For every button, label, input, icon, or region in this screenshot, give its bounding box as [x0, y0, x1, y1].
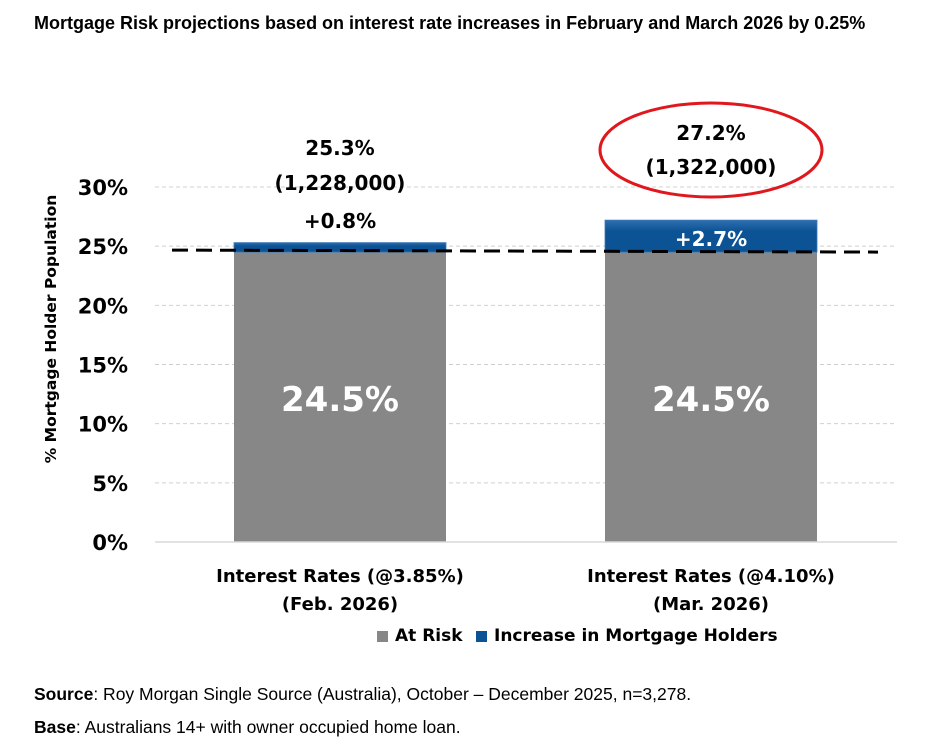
bars	[233, 219, 818, 543]
x-tick-label: Interest Rates (@3.85%)	[216, 566, 464, 587]
legend-item-at-risk: At Risk	[377, 626, 463, 646]
reference-dashed-line	[171, 248, 879, 254]
total-count-label: (1,322,000)	[646, 155, 777, 179]
bar-label-increase: +2.7%	[675, 227, 747, 251]
bar-label-at-risk: 24.5%	[652, 380, 770, 420]
total-count-label: (1,228,000)	[275, 171, 406, 195]
base-text: : Australians 14+ with owner occupied ho…	[75, 717, 461, 737]
legend-swatch-increase	[476, 630, 487, 642]
x-tick-label: Interest Rates (@4.10%)	[587, 566, 835, 587]
source-label: Source	[34, 684, 94, 704]
legend-swatch-at-risk	[377, 630, 388, 642]
x-tick-label: (Feb. 2026)	[282, 594, 398, 615]
page-title: Mortgage Risk projections based on inter…	[34, 13, 866, 33]
bar-at-risk	[605, 252, 817, 543]
data-labels: 24.5% +0.8% 25.3% (1,228,000) 24.5% +2.7% 27.2…	[275, 121, 777, 420]
legend-label-at-risk: At Risk	[395, 626, 463, 646]
base-note: Base: Australians 14+ with owner occupie…	[34, 716, 461, 738]
y-tick-label: 25%	[78, 235, 128, 259]
legend-item-increase: Increase in Mortgage Holders	[476, 626, 778, 646]
bar-label-increase: +0.8%	[304, 209, 376, 233]
total-label: 25.3%	[305, 136, 374, 160]
source-text: : Roy Morgan Single Source (Australia), …	[93, 684, 692, 704]
y-tick-label: 10%	[78, 413, 128, 437]
y-tick-label: 20%	[78, 294, 128, 318]
y-tick-label: 0%	[92, 531, 128, 555]
highlight-ellipse	[598, 101, 824, 199]
total-label: 27.2%	[676, 121, 745, 145]
source-note: Source: Roy Morgan Single Source (Austra…	[34, 683, 691, 705]
bar-increase	[604, 219, 818, 253]
y-tick-label: 30%	[78, 176, 128, 200]
y-axis-label: % Mortgage Holder Population	[42, 195, 60, 464]
x-axis-labels: Interest Rates (@3.85%) (Feb. 2026) Intere…	[216, 566, 835, 615]
legend: At Risk Increase in Mortgage Holders	[0, 626, 949, 650]
bar-at-risk	[234, 252, 446, 543]
bar-increase	[233, 242, 447, 253]
base-label: Base	[34, 717, 76, 737]
y-tick-label: 5%	[92, 472, 128, 496]
y-axis-ticks: 0% 5% 10% 15% 20% 25% 30%	[78, 176, 128, 555]
legend-label-increase: Increase in Mortgage Holders	[494, 626, 778, 646]
x-tick-label: (Mar. 2026)	[653, 594, 769, 615]
y-tick-label: 15%	[78, 354, 128, 378]
bar-label-at-risk: 24.5%	[281, 380, 399, 420]
